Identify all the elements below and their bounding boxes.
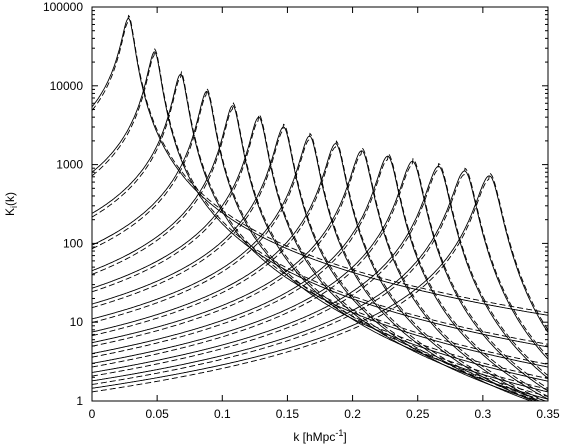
- kernel-solid-line-12: [92, 160, 548, 392]
- x-tick-label: 0.2: [344, 407, 361, 421]
- y-tick-label: 1000: [56, 158, 83, 172]
- kernel-dashed-line-8: [92, 132, 540, 401]
- x-tick-label: 0.05: [145, 407, 169, 421]
- y-tick-label: 10: [70, 315, 84, 329]
- kernel-solid-line-11: [92, 155, 548, 400]
- x-axis-label: k [hMpc-1]: [293, 428, 346, 444]
- kernel-dashed-line-10: [92, 147, 547, 401]
- kernel-dashed-line-14: [92, 167, 548, 385]
- kernel-solid-line-13: [92, 165, 548, 379]
- x-tick-label: 0.35: [536, 407, 560, 421]
- kernel-solid-line-9: [92, 143, 535, 401]
- kernel-dashed-line-15: [92, 172, 548, 393]
- kernel-curves: [92, 14, 548, 401]
- kernel-dashed-line-1: [92, 14, 548, 314]
- kernel-dashed-line-9: [92, 140, 541, 401]
- x-tick-label: 0.15: [276, 407, 300, 421]
- y-tick-label: 100: [63, 236, 83, 250]
- y-tick-label: 100000: [43, 0, 83, 14]
- kernel-solid-line-1: [92, 17, 548, 316]
- x-tick-label: 0.3: [475, 407, 492, 421]
- kernel-dashed-line-6: [92, 113, 548, 397]
- kernel-dashed-line-12: [92, 157, 548, 389]
- x-tick-label: 0.25: [406, 407, 430, 421]
- kernel-solid-line-7: [92, 126, 539, 401]
- x-axis-ticks: 0 0.05 0.1 0.15 0.2 0.25 0.3 0.35: [89, 7, 560, 421]
- y-axis-ticks: 1 10 100 1000 10000 100000: [43, 0, 548, 408]
- kernel-dashed-line-3: [92, 70, 548, 365]
- kernel-dashed-line-7: [92, 123, 548, 401]
- kernel-solid-line-14: [92, 170, 548, 382]
- y-axis-label: Ki(k): [3, 192, 19, 216]
- kernel-solid-line-4: [92, 90, 548, 382]
- kernel-dashed-line-13: [92, 163, 548, 377]
- kernel-dashed-line-4: [92, 87, 548, 380]
- plot-frame: [91, 6, 549, 402]
- kernel-solid-line-8: [92, 135, 532, 401]
- kernel-dashed-line-11: [92, 152, 548, 397]
- kernel-dashed-line-5: [92, 102, 548, 390]
- kernel-solid-line-10: [92, 150, 541, 401]
- y-tick-label: 1: [76, 394, 83, 408]
- x-tick-label: 0.1: [214, 407, 231, 421]
- y-tick-label: 10000: [50, 79, 84, 93]
- kernel-dashed-line-2: [92, 47, 548, 345]
- kernel-solid-line-6: [92, 116, 548, 400]
- kernel-solid-line-15: [92, 175, 548, 389]
- x-tick-label: 0: [89, 407, 96, 421]
